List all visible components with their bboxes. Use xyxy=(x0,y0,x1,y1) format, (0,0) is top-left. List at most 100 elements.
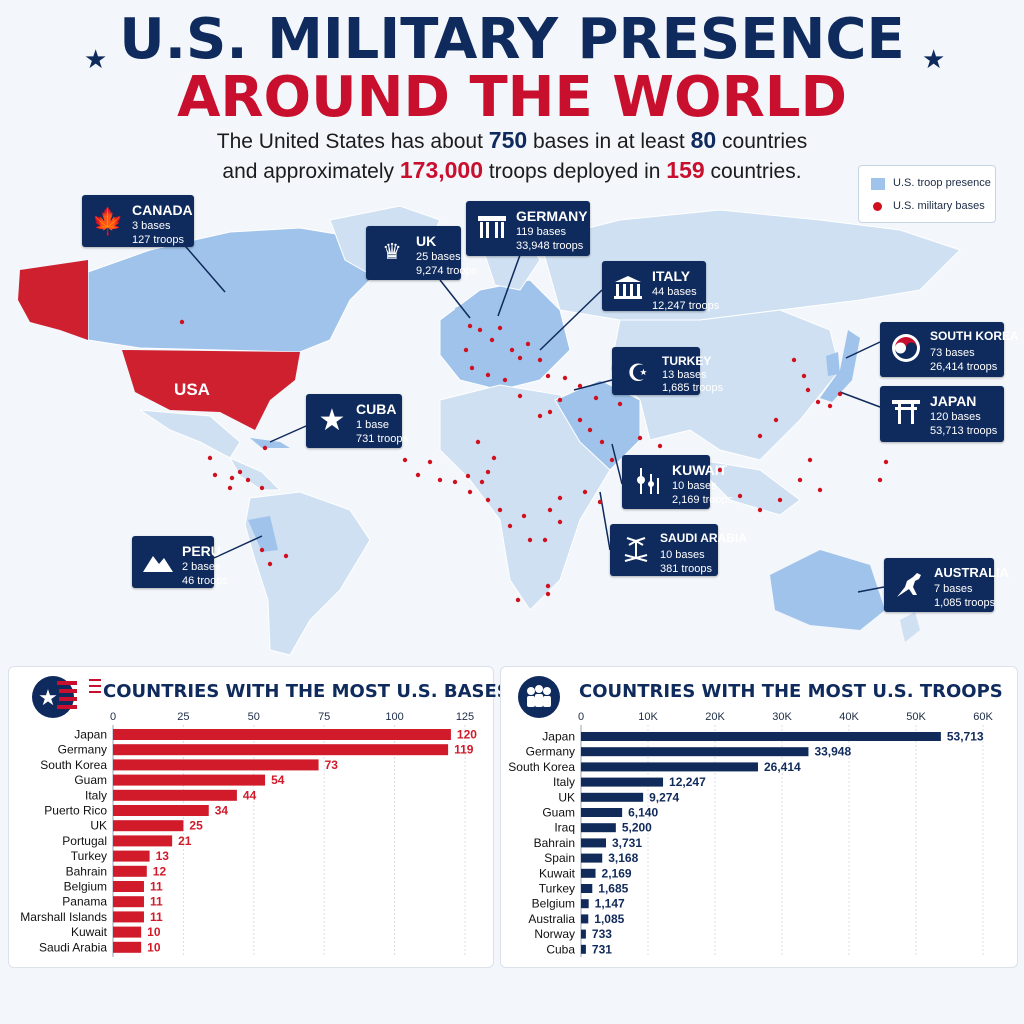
base-dot xyxy=(547,409,553,415)
callout-bases: 10 bases xyxy=(672,480,717,492)
base-dot xyxy=(717,467,723,473)
callout-bases: 73 bases xyxy=(930,347,975,359)
category-label: Italy xyxy=(85,788,107,802)
military-base-dot xyxy=(873,202,882,211)
base-dot xyxy=(497,325,503,331)
base-dot xyxy=(547,507,553,513)
base-dot xyxy=(467,489,473,495)
callout-south-korea: SOUTH KOREA 73 bases 26,414 troops xyxy=(880,322,1019,377)
base-dot xyxy=(593,395,599,401)
base-dot xyxy=(245,477,251,483)
base-dot xyxy=(609,457,615,463)
bar xyxy=(113,911,144,923)
value-label: 21 xyxy=(178,834,192,848)
base-dot xyxy=(179,319,185,325)
bar xyxy=(113,850,150,862)
africa-shape xyxy=(439,384,611,611)
category-label: Japan xyxy=(542,730,575,744)
title-accent xyxy=(89,679,101,681)
category-label: Belgium xyxy=(532,897,575,911)
callout-name: JAPAN xyxy=(930,393,977,409)
value-label: 13 xyxy=(156,849,170,863)
category-label: Portugal xyxy=(62,834,107,848)
value-label: 53,713 xyxy=(947,730,984,744)
southeast-asia-shape xyxy=(699,459,801,516)
legend-troop-presence: U.S. troop presence xyxy=(893,177,991,189)
callout-bases: 2 bases xyxy=(182,561,221,573)
base-dot xyxy=(415,472,421,478)
base-dot xyxy=(207,455,213,461)
base-dot xyxy=(452,479,458,485)
troops-chart-panel: COUNTRIES WITH THE MOST U.S. TROOPS 0 10K… xyxy=(500,666,1018,968)
base-dot xyxy=(805,387,811,393)
people-group-icon xyxy=(518,676,560,718)
new-zealand-shape xyxy=(900,612,920,642)
base-dot xyxy=(485,469,491,475)
value-label: 54 xyxy=(271,773,285,787)
value-label: 10 xyxy=(147,925,161,939)
tick-label: 40K xyxy=(839,711,859,723)
base-dot xyxy=(557,519,563,525)
value-label: 25 xyxy=(189,819,203,833)
bases-chart-panel: ★ COUNTRIES WITH THE MOST U.S. BASES 0 25… xyxy=(8,666,510,968)
base-dot xyxy=(507,523,513,529)
legend: U.S. troop presence U.S. military bases xyxy=(858,165,996,223)
base-dot xyxy=(557,397,563,403)
base-dot xyxy=(427,459,433,465)
value-label: 11 xyxy=(150,880,163,894)
callout-troops: 9,274 troops xyxy=(416,265,478,277)
taeguk-icon xyxy=(886,328,926,368)
bar xyxy=(581,792,644,802)
base-dot xyxy=(283,553,289,559)
category-label: Bahrain xyxy=(534,836,575,850)
value-label: 6,140 xyxy=(628,806,658,820)
palm-swords-icon xyxy=(616,530,656,570)
callout-name: CANADA xyxy=(132,202,193,218)
callout-bases: 10 bases xyxy=(660,549,705,561)
base-dot xyxy=(259,485,265,491)
category-label: Japan xyxy=(74,728,107,742)
callout-bases: 13 bases xyxy=(662,369,707,381)
category-label: Iraq xyxy=(554,821,575,835)
maple-leaf-icon: 🍁 xyxy=(91,205,125,236)
troops-chart-title: COUNTRIES WITH THE MOST U.S. TROOPS xyxy=(579,681,1003,702)
callout-name: GERMANY xyxy=(516,208,588,224)
base-dot xyxy=(465,473,471,479)
base-dot xyxy=(262,445,268,451)
value-label: 11 xyxy=(150,895,163,909)
tick-label: 0 xyxy=(578,711,584,723)
callout-troops: 33,948 troops xyxy=(516,240,584,252)
value-label: 1,685 xyxy=(598,882,628,896)
value-label: 73 xyxy=(325,758,339,772)
tick-label: 25 xyxy=(177,711,189,723)
base-dot xyxy=(801,373,807,379)
callout-troops: 381 troops xyxy=(660,563,712,575)
callout-troops: 2,169 troops xyxy=(672,494,734,506)
mexico-shape xyxy=(139,409,241,459)
callout-name: KUWAIT xyxy=(672,462,728,478)
category-label: Kuwait xyxy=(539,866,576,880)
base-dot xyxy=(817,487,823,493)
base-dot xyxy=(587,427,593,433)
base-dot xyxy=(545,591,551,597)
base-dot xyxy=(475,439,481,445)
category-label: Panama xyxy=(62,895,107,909)
callout-name: SOUTH KOREA xyxy=(930,329,1019,343)
kangaroo-icon xyxy=(890,564,930,604)
tick-label: 75 xyxy=(318,711,330,723)
category-label: Germany xyxy=(526,745,575,759)
base-dot xyxy=(525,341,531,347)
category-label: UK xyxy=(558,790,575,804)
bar xyxy=(581,944,586,954)
base-dot xyxy=(637,435,643,441)
value-label: 34 xyxy=(215,804,229,818)
callout-turkey: ☪ TURKEY 13 bases 1,685 troops xyxy=(612,347,723,395)
base-dot xyxy=(537,413,543,419)
value-label: 3,168 xyxy=(608,851,638,865)
canada-shape xyxy=(87,227,381,353)
bar xyxy=(581,762,758,772)
callout-bases: 1 base xyxy=(356,419,390,431)
callout-cuba: ★ CUBA 1 base 731 troops xyxy=(306,394,408,448)
crescent-star-icon: ☪ xyxy=(627,359,649,387)
tick-label: 60K xyxy=(973,711,993,723)
